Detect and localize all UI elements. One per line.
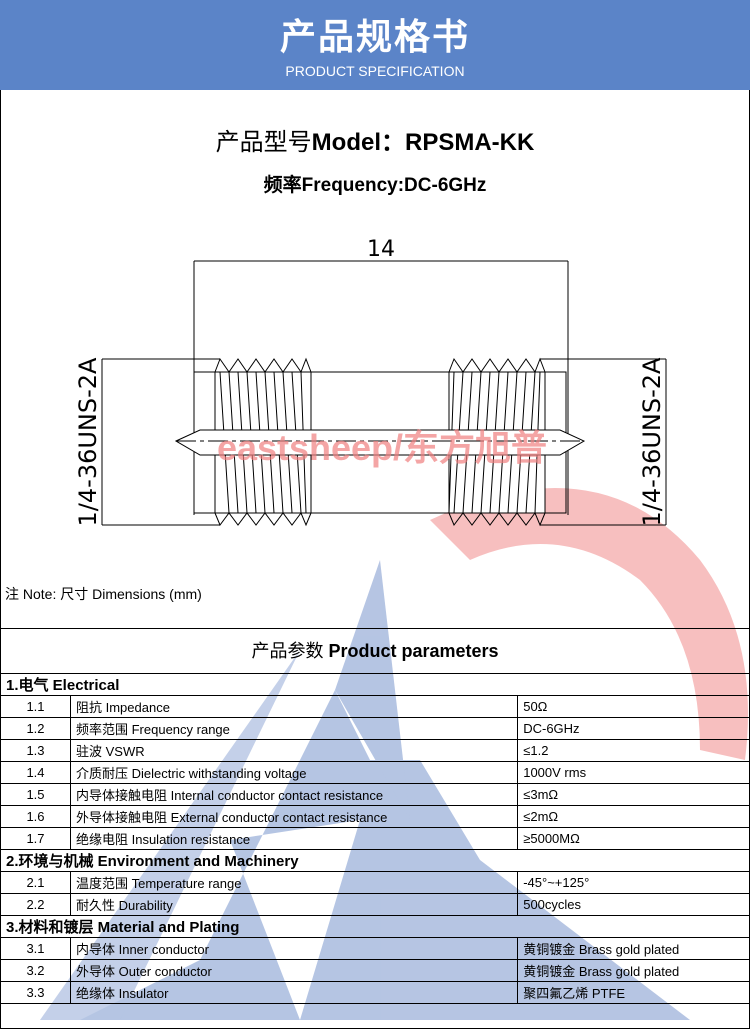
- table-row: 3.1 内导体 Inner conductor 黄铜镀金 Brass gold pl…: [0, 937, 750, 960]
- header-banner: 产品规格书 PRODUCT SPECIFICATION: [0, 0, 750, 90]
- param-name: 内导体接触电阻 Internal conductor contact resis…: [69, 783, 519, 806]
- connector-drawing: 14 1/4-36UNS-2A 1/4-36UNS-2A eastsheep/东…: [74, 237, 667, 527]
- param-name: 温度范围 Temperature range: [69, 871, 519, 894]
- frequency-title: 频率Frequency:DC-6GHz: [263, 175, 487, 196]
- param-name: 耐久性 Durability: [69, 893, 519, 916]
- param-value: 50Ω: [517, 695, 750, 718]
- row-number: 3.1: [0, 937, 71, 960]
- thread-label-right: 1/4-36UNS-2A: [638, 357, 666, 527]
- row-number: 1.1: [0, 695, 71, 718]
- param-value: 黄铜镀金 Brass gold plated: [517, 937, 750, 960]
- table-row: 1.2 频率范围 Frequency range DC-6GHz: [0, 717, 750, 740]
- param-value: DC-6GHz: [517, 717, 750, 740]
- row-number: 1.4: [0, 761, 71, 784]
- param-name: 频率范围 Frequency range: [69, 717, 519, 740]
- params-table: 1.电气 Electrical 1.1 阻抗 Impedance 50Ω 1.2 频率范围…: [0, 673, 750, 1004]
- param-name: 内导体 Inner conductor: [69, 937, 519, 960]
- param-name: 外导体 Outer conductor: [69, 959, 519, 982]
- page-title: 产品规格书: [279, 16, 470, 57]
- model-value: RPSMA-KK: [405, 129, 535, 156]
- param-name: 绝缘体 Insulator: [69, 981, 519, 1004]
- param-name: 绝缘电阻 Insulation resistance: [69, 827, 519, 850]
- param-name: 介质耐压 Dielectric withstanding voltage: [69, 761, 519, 784]
- param-value: -45°~+125°: [517, 871, 750, 894]
- table-row: 1.4 介质耐压 Dielectric withstanding voltage 1…: [0, 761, 750, 784]
- params-title: 产品参数 Product parameters: [0, 628, 750, 673]
- param-value: ≤3mΩ: [517, 783, 750, 806]
- section-title: 1.电气 Electrical: [0, 673, 750, 696]
- table-row: 2.2 耐久性 Durability 500cycles: [0, 893, 750, 916]
- section-title: 3.材料和镀层 Material and Plating: [0, 915, 750, 938]
- center-pin: [174, 429, 586, 456]
- table-row: 3.2 外导体 Outer conductor 黄铜镀金 Brass gold pl…: [0, 959, 750, 982]
- thread-label-left: 1/4-36UNS-2A: [74, 357, 102, 527]
- section-header: 3.材料和镀层 Material and Plating: [0, 915, 750, 938]
- table-row: 1.6 外导体接触电阻 External conductor contact re…: [0, 805, 750, 828]
- param-value: 聚四氟乙烯 PTFE: [517, 981, 750, 1004]
- row-number: 1.6: [0, 805, 71, 828]
- table-row: 1.7 绝缘电阻 Insulation resistance ≥5000MΩ: [0, 827, 750, 850]
- row-number: 1.2: [0, 717, 71, 740]
- param-name: 驻波 VSWR: [69, 739, 519, 762]
- param-name: 外导体接触电阻 External conductor contact resis…: [69, 805, 519, 828]
- table-row: 1.3 驻波 VSWR ≤1.2: [0, 739, 750, 762]
- row-number: 2.2: [0, 893, 71, 916]
- section-header: 1.电气 Electrical: [0, 673, 750, 696]
- param-value: ≤1.2: [517, 739, 750, 762]
- param-name: 阻抗 Impedance: [69, 695, 519, 718]
- param-value: 1000V rms: [517, 761, 750, 784]
- param-value: ≤2mΩ: [517, 805, 750, 828]
- table-row: 3.3 绝缘体 Insulator 聚四氟乙烯 PTFE: [0, 981, 750, 1004]
- row-number: 1.7: [0, 827, 71, 850]
- dimension-label: 14: [367, 237, 395, 262]
- table-row: 1.1 阻抗 Impedance 50Ω: [0, 695, 750, 718]
- param-value: ≥5000MΩ: [517, 827, 750, 850]
- row-number: 1.5: [0, 783, 71, 806]
- dimensions-note: 注 Note: 尺寸 Dimensions (mm): [5, 586, 202, 602]
- row-number: 3.2: [0, 959, 71, 982]
- row-number: 3.3: [0, 981, 71, 1004]
- table-row: 2.1 温度范围 Temperature range -45°~+125°: [0, 871, 750, 894]
- section-title: 2.环境与机械 Environment and Machinery: [0, 849, 750, 872]
- table-row: 1.5 内导体接触电阻 Internal conductor contact re…: [0, 783, 750, 806]
- param-value: 500cycles: [517, 893, 750, 916]
- row-number: 1.3: [0, 739, 71, 762]
- param-value: 黄铜镀金 Brass gold plated: [517, 959, 750, 982]
- section-header: 2.环境与机械 Environment and Machinery: [0, 849, 750, 872]
- page-subtitle: PRODUCT SPECIFICATION: [285, 63, 465, 79]
- row-number: 2.1: [0, 871, 71, 894]
- drawing-watermark: eastsheep/东方旭普: [217, 427, 547, 468]
- model-title: 产品型号Model：RPSMA-KK: [215, 128, 535, 156]
